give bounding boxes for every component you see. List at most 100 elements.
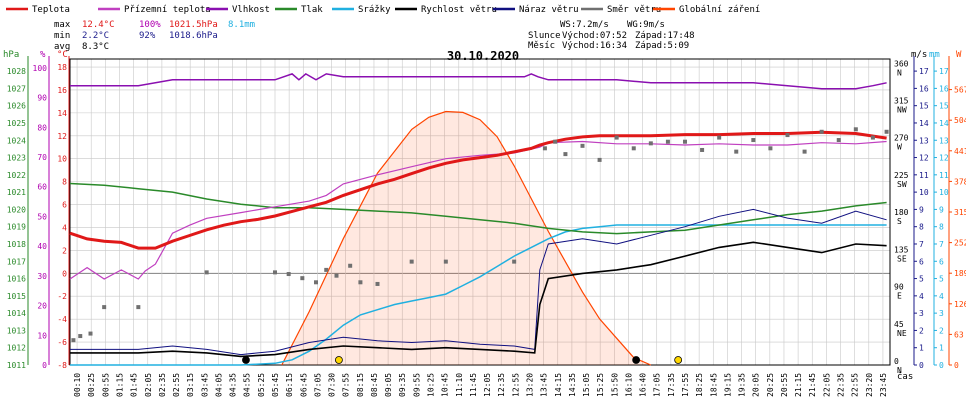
degc-axis-tick: 10 [57, 155, 67, 164]
wind-direction-point [542, 146, 547, 151]
x-tick-label: 15:50 [610, 373, 619, 397]
x-tick-label: 10:45 [441, 373, 450, 397]
stat-min-press: 1018.6hPa [169, 31, 218, 41]
ms-axis-tick: 2 [919, 326, 924, 335]
ms-axis-tick: 10 [919, 188, 929, 197]
x-tick-label: 07:55 [342, 373, 351, 397]
wind-direction-point [683, 139, 687, 144]
mm-axis-tick: 4 [939, 292, 944, 301]
x-tick-label: 10:25 [427, 373, 436, 397]
x-tick-label: 17:35 [667, 373, 676, 397]
wind-direction-point [300, 276, 305, 281]
mm-axis-tick: 1 [939, 344, 944, 353]
marker-moon [632, 356, 641, 364]
wind-direction-point [717, 135, 722, 140]
x-tick-label: 07:30 [328, 373, 337, 397]
x-tick-label: 12:35 [497, 373, 506, 397]
radiation-area [281, 111, 651, 365]
wind-direction-point [409, 259, 414, 264]
mm-axis-tick: 10 [939, 188, 949, 197]
ms-axis-tick: 11 [919, 171, 929, 180]
wm2-axis-tick: 315 [954, 208, 966, 217]
moonrise: Východ:16:34 [562, 41, 627, 51]
x-tick-label: 16:40 [639, 373, 648, 397]
hpa-axis-tick: 1017 [7, 257, 26, 266]
dir-axis-tick: 180 [894, 208, 909, 217]
x-tick-label: 00:25 [87, 373, 96, 397]
wm2-axis-tick: 126 [954, 300, 966, 309]
mm-axis-tick: 3 [939, 309, 944, 318]
x-tick-label: 15:05 [582, 373, 591, 397]
x-tick-label: 22:55 [851, 373, 860, 397]
legend-label: Tlak [301, 5, 323, 15]
wind-direction-point [314, 280, 318, 285]
x-tick-label: 13:20 [525, 373, 534, 397]
ms-axis-tick: 14 [919, 119, 929, 128]
degc-axis-tick: 6 [62, 201, 67, 210]
hpa-axis-tick: 1021 [7, 188, 26, 197]
mm-axis-tick: 15 [939, 102, 949, 111]
x-tick-label: 20:55 [780, 373, 789, 397]
degc-axis-tick: 16 [57, 86, 67, 95]
wind-direction-point [648, 141, 653, 146]
ms-axis-tick: 8 [919, 223, 924, 232]
x-tick-label: 05:45 [271, 373, 280, 397]
series-humidity [70, 72, 887, 90]
ms-axis-tick: 16 [919, 84, 929, 93]
legend-label: Náraz větru [519, 5, 579, 15]
degc-axis-tick: 18 [57, 63, 67, 72]
chart-title: 30.10.2020 [447, 49, 519, 63]
legend-label: Vlhkost [232, 5, 270, 15]
legend-label: Globální záření [679, 5, 760, 15]
wind-direction-point [802, 149, 807, 154]
dir-axis-label: W [897, 143, 902, 152]
pct-axis-tick: 90 [37, 94, 47, 103]
mm-axis-tick: 16 [939, 84, 949, 93]
wm2-axis-tick: 252 [954, 239, 966, 248]
pct-axis-tick: 50 [37, 212, 47, 221]
stat-min-hum: 92% [139, 31, 156, 41]
dir-axis-label: S [897, 217, 902, 226]
stat-rain: 8.1mm [228, 20, 255, 30]
series-wind-gust [70, 208, 887, 356]
dir-axis-label: E [897, 292, 902, 301]
mm-axis-tick: 0 [939, 361, 944, 370]
legend: Teplota Přízemní teplota Vlhkost Tlak Srážky… [6, 5, 760, 15]
plot-frame [69, 58, 891, 366]
legend-label: Směr větru [607, 5, 661, 15]
stat-max-press: 1021.5hPa [169, 20, 218, 30]
wind-direction-point [768, 146, 773, 151]
x-tick-label: 11:10 [455, 373, 464, 397]
wind-ws: WS:7.2m/s [560, 20, 609, 30]
x-tick-label: 18:25 [695, 373, 704, 397]
x-tick-label: 04:35 [229, 373, 238, 397]
unit-degc: °C [57, 50, 68, 60]
mm-axis-tick: 17 [939, 67, 949, 76]
x-tick-label: 08:45 [370, 373, 379, 397]
x-tick-label: 19:15 [723, 373, 732, 397]
degc-axis-tick: 0 [62, 269, 67, 278]
x-tick-label: 02:55 [172, 373, 181, 397]
dir-axis-tick: 360 [894, 59, 909, 68]
series-temperature [69, 130, 887, 250]
hpa-axis-tick: 1022 [7, 171, 26, 180]
ms-axis-tick: 17 [919, 67, 929, 76]
legend-label: Srážky [358, 5, 391, 15]
wm2-axis-tick: 504 [954, 116, 966, 125]
wind-direction-point [204, 270, 209, 275]
hpa-axis-tick: 1024 [7, 136, 26, 145]
mm-axis-tick: 7 [939, 240, 944, 249]
dir-axis-tick: 45 [894, 320, 904, 329]
wind-direction-point [751, 138, 756, 143]
wind-direction-point [597, 157, 602, 162]
wm2-axis-tick: 378 [954, 177, 966, 186]
hpa-axis-tick: 1014 [7, 309, 26, 318]
wind-direction-point [884, 129, 889, 134]
hpa-axis-tick: 1020 [7, 205, 26, 214]
ms-axis-tick: 4 [919, 292, 924, 301]
wind-direction-point [375, 281, 380, 286]
x-tick-label: 16:10 [624, 373, 633, 397]
pct-axis-tick: 80 [37, 123, 47, 132]
pct-axis-tick: 20 [37, 302, 47, 311]
